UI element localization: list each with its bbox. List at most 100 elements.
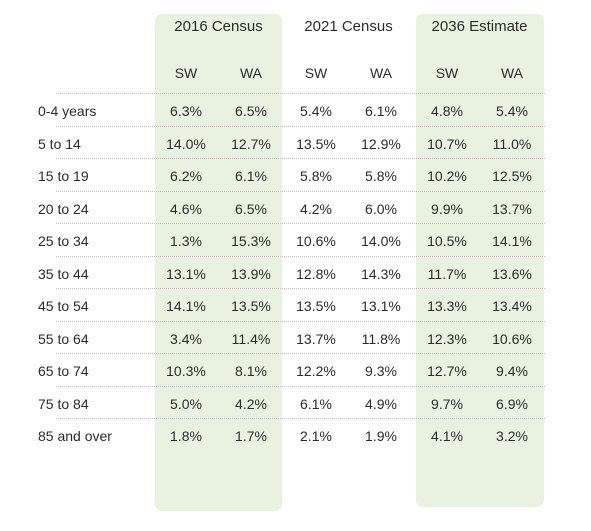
table-cell: 6.0%: [365, 200, 397, 217]
table-cell: 6.3%: [170, 103, 202, 119]
table-cell: 4.1%: [431, 428, 463, 444]
table-cell: 9.9%: [431, 200, 463, 217]
table-row: 5 to 14 14.0% 12.7% 13.5% 12.9% 10.7% 11.0%: [0, 132, 591, 160]
table-cell: 13.3%: [427, 298, 467, 314]
table-cell: 11.0%: [492, 135, 532, 152]
table-cell: 10.5%: [427, 233, 467, 249]
row-separator: [56, 385, 545, 387]
row-label: 25 to 34: [38, 233, 89, 249]
row-separator: [56, 255, 545, 257]
table-cell: 1.8%: [170, 428, 202, 444]
table-cell: 12.8%: [296, 265, 336, 282]
table-cell: 6.1%: [365, 103, 397, 119]
table-cell: 5.8%: [300, 168, 332, 184]
table-cell: 5.4%: [300, 103, 332, 119]
table-cell: 13.5%: [231, 298, 271, 314]
table-cell: 6.9%: [496, 395, 528, 412]
table-cell: 6.1%: [235, 168, 267, 184]
table-cell: 4.2%: [300, 200, 332, 217]
table-cell: 1.3%: [170, 233, 202, 249]
row-separator: [56, 320, 545, 322]
table-cell: 13.1%: [361, 298, 401, 314]
subheader-2021-sw: SW: [304, 65, 328, 81]
row-separator: [56, 190, 545, 192]
table-cell: 12.5%: [492, 168, 532, 184]
table-cell: 11.7%: [427, 265, 467, 282]
table-cell: 3.4%: [170, 330, 202, 347]
table-cell: 10.3%: [166, 363, 206, 379]
table-cell: 12.7%: [231, 135, 271, 152]
table-cell: 4.6%: [170, 200, 202, 217]
table-cell: 4.2%: [235, 395, 267, 412]
table-cell: 14.1%: [492, 233, 532, 249]
subheader-2016-sw: SW: [174, 65, 198, 81]
table-cell: 13.6%: [492, 265, 532, 282]
table-cell: 13.7%: [296, 330, 336, 347]
row-separator: [56, 353, 545, 354]
subheader-2021-wa: WA: [369, 65, 393, 81]
table-cell: 14.0%: [166, 135, 206, 152]
row-separator: [56, 158, 545, 159]
table-cell: 5.4%: [496, 103, 528, 119]
group-header-2021: 2021 Census: [304, 18, 393, 35]
subheader-2016-wa: WA: [239, 65, 263, 81]
highlight-2036-column: [416, 14, 544, 507]
table-row: 55 to 64 3.4% 11.4% 13.7% 11.8% 12.3% 10.6%: [0, 327, 591, 355]
table-cell: 10.6%: [296, 233, 336, 249]
table-cell: 12.9%: [361, 135, 401, 152]
row-label: 15 to 19: [38, 168, 89, 184]
row-label: 85 and over: [38, 428, 112, 444]
row-label: 45 to 54: [38, 298, 89, 314]
table-cell: 6.2%: [170, 168, 202, 184]
table-cell: 8.1%: [235, 363, 267, 379]
table-cell: 11.8%: [361, 330, 401, 347]
table-cell: 4.9%: [365, 395, 397, 412]
table-cell: 1.9%: [365, 428, 397, 444]
table-row: 0-4 years 6.3% 6.5% 5.4% 6.1% 4.8% 5.4%: [0, 99, 591, 127]
row-separator: [56, 418, 545, 419]
table-cell: 6.5%: [235, 200, 267, 217]
subheader-2036-sw: SW: [435, 65, 459, 81]
table-cell: 10.7%: [427, 135, 467, 152]
table-cell: 9.4%: [496, 363, 528, 379]
row-label: 5 to 14: [38, 135, 81, 152]
table-cell: 13.4%: [492, 298, 532, 314]
group-header-2016: 2016 Census: [174, 18, 263, 35]
table-cell: 6.1%: [300, 395, 332, 412]
table-cell: 13.1%: [166, 265, 206, 282]
table-cell: 6.5%: [235, 103, 267, 119]
table-row: 75 to 84 5.0% 4.2% 6.1% 4.9% 9.7% 6.9%: [0, 392, 591, 420]
table-cell: 12.7%: [427, 363, 467, 379]
table-cell: 10.6%: [492, 330, 532, 347]
table-cell: 5.0%: [170, 395, 202, 412]
table-cell: 3.2%: [496, 428, 528, 444]
table-cell: 9.7%: [431, 395, 463, 412]
subheader-2036-wa: WA: [500, 65, 524, 81]
table-cell: 9.3%: [365, 363, 397, 379]
row-label: 55 to 64: [38, 330, 89, 347]
table-cell: 13.5%: [296, 298, 336, 314]
table-row: 65 to 74 10.3% 8.1% 12.2% 9.3% 12.7% 9.4%: [0, 359, 591, 387]
table-cell: 5.8%: [365, 168, 397, 184]
row-label: 65 to 74: [38, 363, 89, 379]
table-cell: 11.4%: [231, 330, 271, 347]
row-separator: [56, 288, 545, 289]
table-cell: 1.7%: [235, 428, 267, 444]
row-label: 35 to 44: [38, 265, 89, 282]
row-label: 75 to 84: [38, 395, 89, 412]
table-cell: 13.9%: [231, 265, 271, 282]
table-cell: 15.3%: [231, 233, 271, 249]
row-label: 0-4 years: [38, 103, 97, 119]
group-header-2036: 2036 Estimate: [431, 18, 528, 35]
highlight-2016-column: [155, 14, 282, 511]
table-row: 35 to 44 13.1% 13.9% 12.8% 14.3% 11.7% 13.6%: [0, 262, 591, 290]
table-row: 85 and over 1.8% 1.7% 2.1% 1.9% 4.1% 3.2%: [0, 424, 591, 452]
table-cell: 4.8%: [431, 103, 463, 119]
table-cell: 12.2%: [296, 363, 336, 379]
table-cell: 10.2%: [427, 168, 467, 184]
row-separator: [56, 223, 545, 224]
table-cell: 13.5%: [296, 135, 336, 152]
table-cell: 14.1%: [166, 298, 206, 314]
table-cell: 12.3%: [427, 330, 467, 347]
table-cell: 2.1%: [300, 428, 332, 444]
